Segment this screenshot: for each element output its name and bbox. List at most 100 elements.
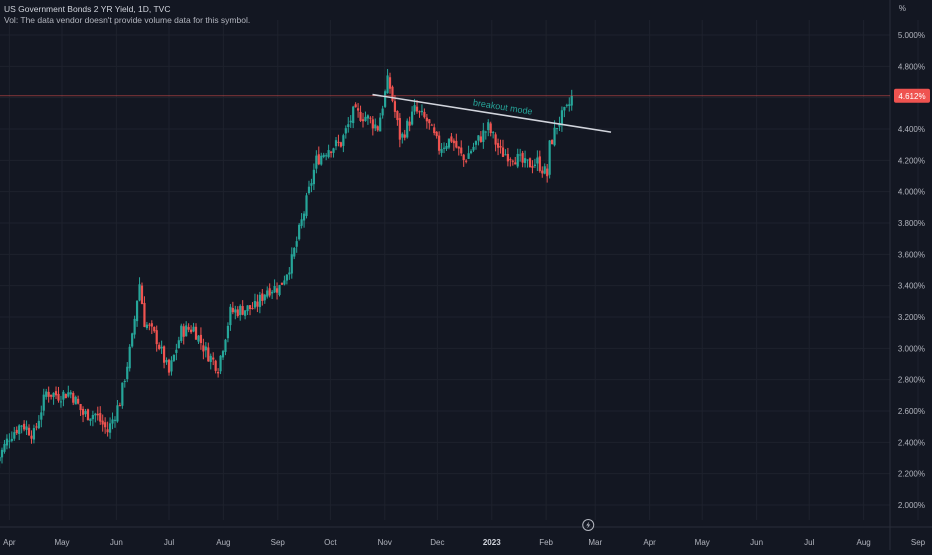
candle-body [423, 111, 426, 118]
candle-body [197, 335, 200, 342]
candle-body [396, 110, 399, 121]
candle-body [487, 122, 490, 131]
candle-body [185, 325, 188, 337]
candle-body [0, 449, 4, 458]
lightning-icon[interactable] [582, 519, 595, 531]
candle-body [15, 429, 18, 434]
candle-body [536, 157, 539, 164]
candle-body [246, 305, 249, 312]
candle-body [42, 394, 45, 411]
candle-body [334, 140, 338, 147]
time-tick-label: Apr [643, 538, 656, 547]
candle-body [440, 149, 443, 153]
volume-note: Vol: The data vendor doesn't provide vol… [4, 15, 251, 25]
candle-body [64, 393, 67, 399]
candle-body [54, 391, 58, 396]
candle-body [528, 158, 532, 168]
candle-body [165, 359, 168, 363]
chart-legend: US Government Bonds 2 YR Yield, 1D, TVC … [4, 4, 250, 26]
candle-body [413, 105, 416, 112]
price-axis[interactable]: 5.000%4.800%4.600%4.400%4.200%4.000%3.80… [894, 31, 930, 510]
candle-body [325, 155, 328, 157]
price-tick-label: 2.600% [898, 407, 925, 416]
candle-body [180, 325, 183, 341]
candle-body [266, 290, 269, 297]
candle-body [8, 440, 11, 442]
candle-body [568, 104, 571, 106]
candle-body [499, 145, 502, 148]
candle-body [224, 339, 227, 352]
candle-body [541, 170, 544, 174]
candle-body [531, 166, 534, 168]
candle-body [290, 254, 293, 274]
candle-body [474, 141, 478, 145]
candle-body [104, 422, 107, 428]
candle-body [425, 117, 428, 122]
candle-body [162, 346, 166, 363]
candle-body [558, 123, 561, 127]
candle-body [158, 344, 161, 349]
candle-body [20, 425, 23, 427]
candle-body [298, 224, 301, 240]
candle-body [74, 396, 77, 405]
time-tick-label: Oct [324, 538, 337, 547]
candle-body [160, 346, 163, 349]
candle-body [239, 305, 242, 316]
candle-body [543, 166, 546, 174]
candle-body [342, 135, 345, 146]
time-axis[interactable]: Apr May Jun Jul Aug Sep Oct Nov Dec 2023 Feb Mar Apr… [3, 538, 926, 547]
candle-body [50, 394, 53, 397]
candle-body [418, 111, 421, 113]
price-tick-label: 2.800% [898, 376, 925, 385]
candle-body [519, 154, 522, 156]
candle-body [477, 135, 480, 141]
candle-body [13, 432, 16, 439]
candle-body [214, 360, 217, 371]
candle-body [167, 359, 171, 373]
candle-body [514, 162, 517, 165]
candle-body [288, 272, 291, 275]
time-tick-label: Dec [430, 538, 444, 547]
candle-body [226, 325, 230, 339]
candle-body [187, 327, 190, 330]
candle-body [170, 360, 173, 372]
candle-body [347, 124, 350, 128]
price-tick-label: 3.600% [898, 250, 925, 259]
candles [0, 68, 573, 469]
candle-body [258, 294, 261, 308]
candle-body [293, 248, 296, 257]
candle-body [521, 152, 524, 163]
candle-body [511, 160, 514, 162]
candle-body [469, 151, 473, 154]
candle-body [91, 414, 94, 420]
candle-body [506, 153, 509, 162]
candle-body [275, 288, 279, 293]
time-tick-label: Apr [3, 538, 16, 547]
candle-body [37, 420, 40, 429]
candle-body [479, 136, 482, 142]
candle-body [135, 300, 139, 322]
candle-body [560, 110, 564, 125]
price-unit-label: % [898, 4, 906, 13]
symbol-title[interactable]: US Government Bonds 2 YR Yield, 1D, TVC [4, 4, 171, 14]
candle-body [315, 155, 318, 169]
candle-body [261, 293, 264, 301]
candle-body [52, 392, 55, 398]
candle-body [30, 435, 33, 439]
candle-body [509, 159, 512, 161]
trendline [372, 93, 612, 133]
time-tick-label: 2023 [483, 538, 501, 547]
candle-body [391, 86, 394, 101]
candle-body [295, 241, 298, 247]
candle-body [172, 354, 176, 361]
candle-body [175, 349, 178, 353]
price-tick-label: 2.400% [898, 438, 925, 447]
candle-body [32, 428, 36, 440]
candle-body [153, 326, 156, 332]
time-tick-label: Aug [857, 538, 871, 547]
candle-body [57, 393, 60, 401]
candle-body [302, 213, 306, 221]
